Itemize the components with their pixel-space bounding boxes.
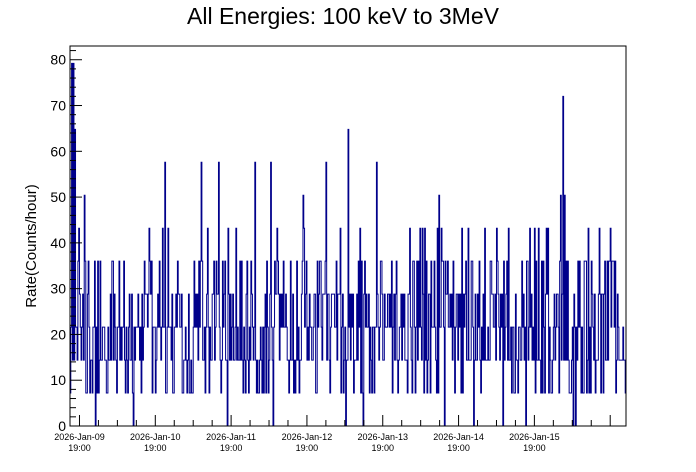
y-tick-label: 60 xyxy=(50,143,66,159)
x-tick-label-time: 19:00 xyxy=(68,443,91,453)
x-tick-label-time: 19:00 xyxy=(371,443,394,453)
y-axis-label: Rate(Counts/hour) xyxy=(23,184,40,307)
x-tick-label-date: 2026-Jan-13 xyxy=(357,432,408,442)
x-tick-label-date: 2026-Jan-14 xyxy=(433,432,484,442)
y-tick-label: 0 xyxy=(58,418,66,434)
x-tick-label-time: 19:00 xyxy=(447,443,470,453)
y-tick-label: 50 xyxy=(50,189,66,205)
x-tick-label-date: 2026-Jan-10 xyxy=(130,432,181,442)
x-tick-label-date: 2026-Jan-09 xyxy=(54,432,105,442)
y-tick-label: 10 xyxy=(50,372,66,388)
y-tick-label: 20 xyxy=(50,326,66,342)
x-tick-label-date: 2026-Jan-15 xyxy=(509,432,560,442)
x-tick-label-time: 19:00 xyxy=(523,443,546,453)
x-axis: 2026-Jan-0919:002026-Jan-1019:002026-Jan… xyxy=(54,415,611,453)
data-series xyxy=(69,62,627,427)
y-tick-label: 80 xyxy=(50,52,66,68)
y-tick-label: 70 xyxy=(50,98,66,114)
x-tick-label-time: 19:00 xyxy=(220,443,243,453)
chart-title: All Energies: 100 keV to 3MeV xyxy=(187,3,500,29)
x-tick-label-date: 2026-Jan-12 xyxy=(282,432,333,442)
plot-frame xyxy=(69,45,627,427)
x-tick-label-date: 2026-Jan-11 xyxy=(206,432,256,442)
y-tick-label: 30 xyxy=(50,281,66,297)
x-tick-label-time: 19:00 xyxy=(144,443,167,453)
x-tick-label-time: 19:00 xyxy=(296,443,319,453)
y-tick-label: 40 xyxy=(50,235,66,251)
series-line xyxy=(69,62,627,427)
y-axis: 0 10 20 30 40 50 60 70 80 xyxy=(50,50,82,434)
